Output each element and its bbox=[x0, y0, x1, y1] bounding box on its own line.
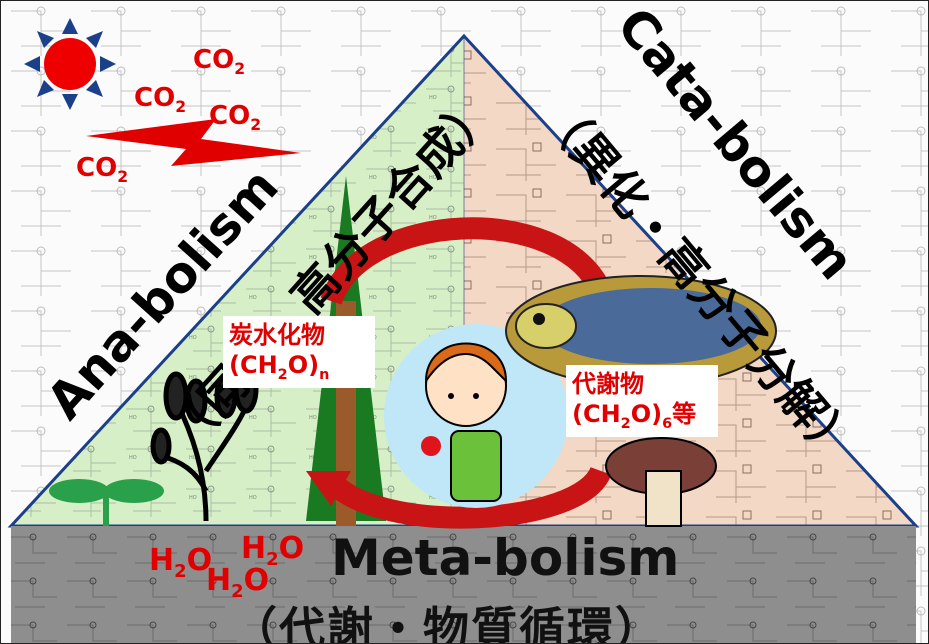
lightning-icon bbox=[86, 119, 301, 166]
sun-icon bbox=[24, 18, 116, 110]
h2o-label: H2O bbox=[241, 531, 305, 570]
child-eating-apple-icon bbox=[384, 324, 568, 508]
co2-label: CO2 bbox=[209, 101, 262, 135]
h2o-label: H2O bbox=[206, 563, 270, 602]
h2o-label: H2O bbox=[149, 543, 213, 582]
bowl-icon bbox=[505, 275, 777, 387]
metabolite-label: 代謝物 (CH2O)6等 bbox=[566, 365, 718, 437]
sprout-icon bbox=[49, 479, 164, 526]
metabolism-subtitle: （代謝・物質循環） bbox=[231, 602, 663, 644]
co2-label: CO2 bbox=[193, 45, 246, 79]
carbohydrate-label: 炭水化物 (CH2O)n bbox=[223, 316, 375, 388]
mushroom-icon bbox=[605, 437, 717, 527]
metabolism-title: Meta-bolism bbox=[331, 529, 680, 587]
co2-label: CO2 bbox=[76, 153, 129, 187]
co2-label: CO2 bbox=[134, 83, 187, 117]
